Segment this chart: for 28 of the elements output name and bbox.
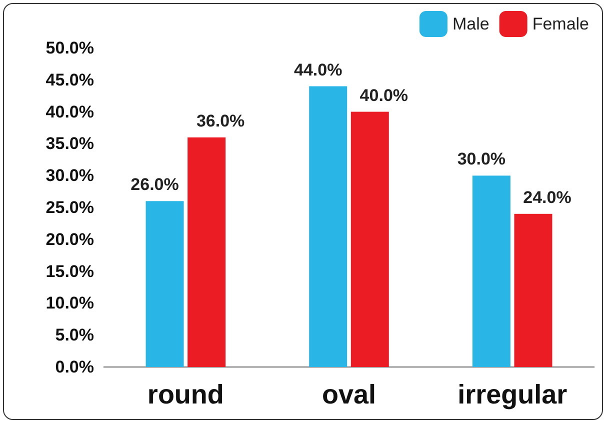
x-tick-label: irregular (458, 380, 568, 410)
legend-label: Male (452, 14, 490, 34)
data-label: 44.0% (294, 60, 342, 80)
bar (188, 137, 226, 367)
y-tick-label: 5.0% (55, 326, 94, 345)
bar (350, 112, 389, 367)
y-tick-label: 40.0% (46, 102, 94, 122)
y-tick-label: 50.0% (46, 38, 94, 58)
data-label: 26.0% (130, 175, 179, 194)
x-tick-label: oval (322, 380, 376, 410)
bar (472, 176, 510, 367)
y-tick-label: 25.0% (46, 198, 94, 217)
bar (309, 86, 348, 367)
y-tick-label: 15.0% (46, 262, 94, 281)
y-tick-label: 20.0% (46, 230, 94, 249)
y-tick-label: 30.0% (46, 166, 94, 186)
data-label: 30.0% (457, 150, 506, 169)
bar (514, 214, 552, 367)
y-tick-label: 0.0% (55, 358, 94, 376)
y-tick-label: 10.0% (46, 294, 94, 313)
y-tick-label: 45.0% (46, 70, 94, 90)
data-label: 40.0% (360, 86, 408, 105)
y-tick-label: 35.0% (46, 134, 94, 154)
bar (146, 201, 184, 367)
data-label: 24.0% (523, 188, 572, 207)
x-tick-label: round (147, 380, 224, 410)
legend-label: Female (532, 14, 589, 34)
data-label: 36.0% (196, 111, 245, 130)
